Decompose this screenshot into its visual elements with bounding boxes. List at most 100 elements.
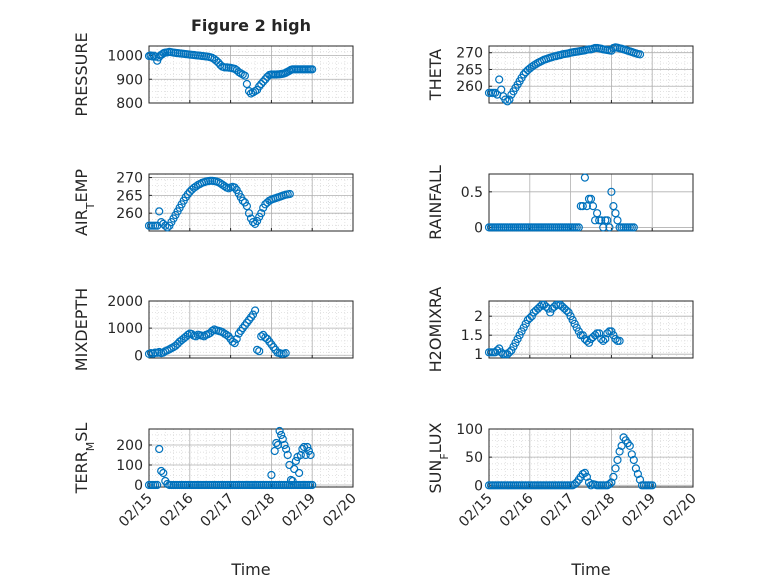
data-point [580,173,590,182]
data-point [535,302,545,311]
data-point [259,77,268,86]
data-point [208,326,217,335]
y-tick-label: 900 [116,72,143,88]
y-tick-label: 0 [134,478,143,494]
data-point [304,446,313,456]
data-point [295,468,304,478]
data-point [592,209,602,218]
y-axis-label: MIXDEPTH [72,288,91,371]
data-point [296,450,305,460]
data-point [155,444,164,454]
data-point [163,223,172,232]
data-point [286,475,296,485]
data-point [159,348,168,357]
data-point [525,314,534,323]
subplot-6: 1 1.5 2 H2OMIXRA [426,287,694,373]
data-point [242,79,251,89]
data-point [159,468,168,478]
y-axis-label: RAINFALL [426,165,445,240]
data-point [272,438,281,448]
y-tick-label: 1.5 [461,328,483,344]
data-point [633,469,643,479]
data-point [599,336,608,345]
data-point [590,331,600,340]
data-point [570,480,579,489]
data-point [631,464,641,473]
axes-box [488,300,694,359]
data-point [155,207,164,216]
data-point [615,336,624,345]
y-tick-label: 270 [456,46,483,62]
data-point [291,456,300,466]
data-point [503,97,512,106]
subplot-1: 800 900 1000 PRESSURE [72,32,354,117]
data-point [648,481,657,490]
data-point [255,82,264,91]
y-tick-label: 260 [116,206,143,222]
data-point [218,180,227,189]
data-point [183,190,192,199]
data-point [278,434,287,444]
data-point [230,339,239,348]
data-point [228,337,237,346]
data-point [157,466,166,476]
data-point [285,189,294,199]
y-axis-label: THETA [426,49,445,101]
data-point [244,209,254,218]
data-point [275,426,284,436]
data-point [220,329,229,338]
data-point [251,86,260,96]
data-point [153,480,162,490]
data-point [588,202,598,211]
data-point [191,182,200,191]
y-tick-label: 0.5 [461,185,483,201]
data-point [171,341,180,350]
data-point [595,329,604,338]
data-point [611,209,620,218]
axes-box [148,300,354,359]
y-tick-label: 1 [474,347,483,363]
data-point [261,75,270,84]
data-point [597,216,606,225]
data-point [611,464,620,473]
data-point [578,202,587,211]
data-point [495,75,504,84]
data-point [582,202,592,211]
y-tick-label: 2000 [107,294,143,310]
subplot-5: 0 1000 2000 MIXDEPTH [72,288,354,371]
data-point [599,223,608,232]
x-axis-label: Time [570,560,610,579]
data-point [222,330,231,339]
data-point [590,216,600,225]
data-point [212,56,221,65]
data-point [527,62,536,71]
data-point [261,333,270,342]
data-point [251,306,260,315]
y-axis-label: TERRMSL [72,423,97,495]
data-point [290,464,299,474]
data-point [283,450,292,460]
data-point [285,460,294,470]
data-point [236,69,245,78]
data-point [597,334,606,344]
data-point [308,65,317,74]
y-axis-label: H2OMIXRA [426,287,445,373]
data-point [238,196,247,205]
y-tick-label: 50 [465,450,483,466]
data-point [234,67,243,77]
data-point [519,70,528,79]
y-tick-label: 0 [474,478,483,494]
data-point [605,223,614,232]
data-point [216,179,225,188]
data-point [615,447,624,456]
data-point [613,455,622,465]
data-point [257,79,266,89]
data-point [586,194,596,203]
data-point [303,442,312,452]
data-point [281,349,290,358]
data-point [230,183,239,192]
